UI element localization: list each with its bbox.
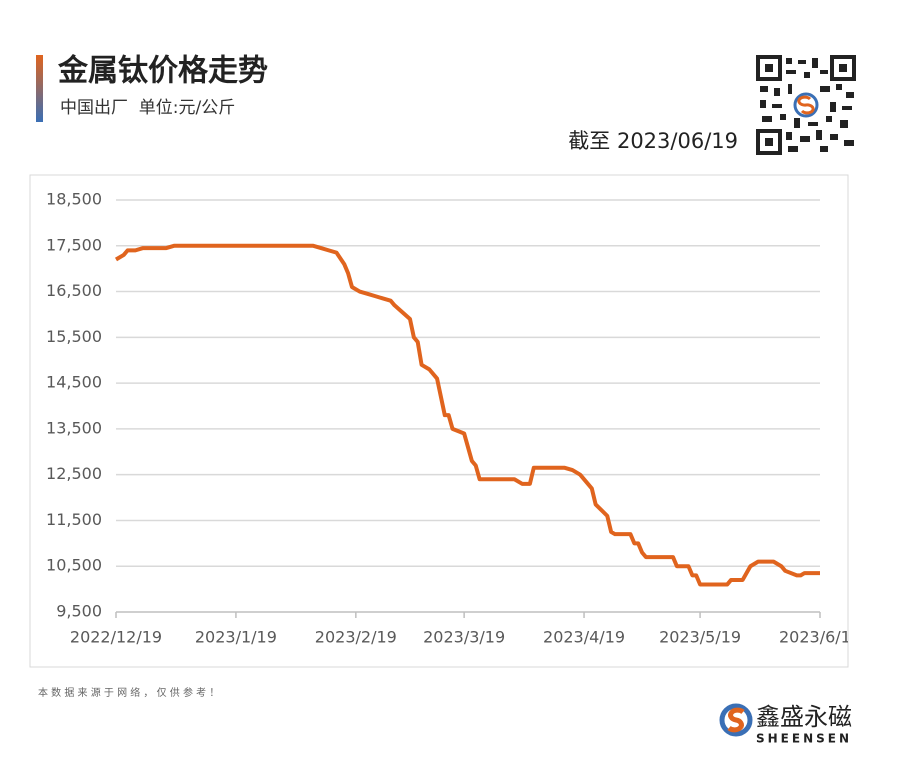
y-tick-label: 14,500 [46, 373, 102, 392]
y-tick-label: 10,500 [46, 556, 102, 575]
y-tick-label: 13,500 [46, 418, 102, 437]
x-tick-label: 2022/12/19 [70, 628, 162, 647]
y-tick-label: 9,500 [56, 602, 102, 621]
x-tick-label: 2023/5/19 [659, 628, 741, 647]
brand: 鑫盛永磁 [756, 703, 852, 731]
brand-en: SHEENSEN [756, 732, 852, 746]
y-tick-label: 17,500 [46, 235, 102, 254]
qr-code [756, 55, 856, 155]
y-tick-label: 15,500 [46, 327, 102, 346]
x-tick-label: 2023/6/19 [779, 628, 861, 647]
y-tick-label: 11,500 [46, 510, 102, 529]
y-tick-label: 12,500 [46, 464, 102, 483]
y-tick-label: 16,500 [46, 281, 102, 300]
subtitle: 中国出厂 单位:元/公斤 [60, 98, 235, 118]
x-tick-label: 2023/2/19 [315, 628, 397, 647]
line [114, 243, 820, 587]
title: 金属钛价格走势 [57, 54, 268, 89]
brand-logo [719, 703, 753, 737]
accent-bar [36, 55, 43, 122]
x-tick-label: 2023/1/19 [195, 628, 277, 647]
as-of: 截至 2023/06/19 [568, 129, 738, 153]
x-tick-label: 2023/3/19 [423, 628, 505, 647]
x-tick-label: 2023/4/19 [543, 628, 625, 647]
y-tick-label: 18,500 [46, 190, 102, 209]
source-note: 本 数 据 来 源 于 网 络 ， 仅 供 参 考 ！ [38, 686, 219, 699]
